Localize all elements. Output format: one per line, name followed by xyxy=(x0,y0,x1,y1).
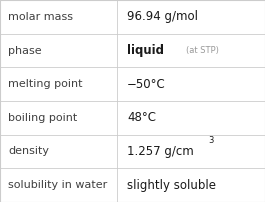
Text: 96.94 g/mol: 96.94 g/mol xyxy=(127,10,198,23)
Text: boiling point: boiling point xyxy=(8,113,77,123)
Text: liquid: liquid xyxy=(127,44,164,57)
Text: (at STP): (at STP) xyxy=(186,46,218,55)
Text: 1.257 g/cm: 1.257 g/cm xyxy=(127,145,194,158)
Text: 48°C: 48°C xyxy=(127,111,156,124)
Text: 3: 3 xyxy=(208,136,213,145)
Text: −50°C: −50°C xyxy=(127,78,166,91)
Text: melting point: melting point xyxy=(8,79,82,89)
Text: phase: phase xyxy=(8,45,42,56)
Text: slightly soluble: slightly soluble xyxy=(127,179,216,192)
Text: molar mass: molar mass xyxy=(8,12,73,22)
Text: solubility in water: solubility in water xyxy=(8,180,107,190)
Text: density: density xyxy=(8,146,49,157)
